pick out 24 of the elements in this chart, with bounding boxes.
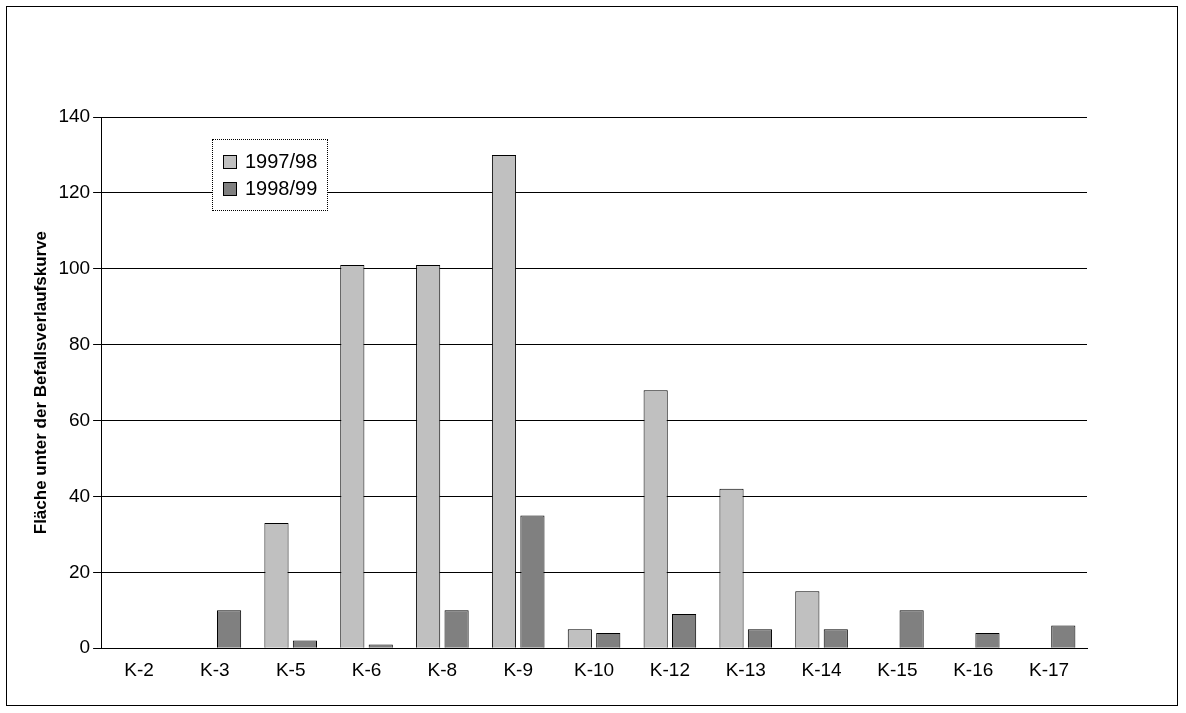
y-tick-label: 40 bbox=[68, 484, 91, 506]
x-tick-label: K-3 bbox=[200, 658, 230, 680]
x-tick-label: K-17 bbox=[1029, 658, 1070, 680]
y-tick-label: 80 bbox=[68, 332, 91, 354]
x-tick-label: K-13 bbox=[725, 658, 766, 680]
legend-label: 1998/99 bbox=[245, 177, 318, 200]
x-tick-label: K-10 bbox=[573, 658, 615, 680]
x-tick-label: K-6 bbox=[351, 658, 382, 680]
x-tick-label: K-14 bbox=[801, 658, 843, 680]
y-tick-label: 120 bbox=[58, 181, 91, 203]
y-axis-title: Fläche unter der Befallsverlaufskurve bbox=[30, 230, 50, 535]
y-tick-label: 0 bbox=[79, 636, 91, 658]
y-tick-label: 100 bbox=[58, 257, 91, 279]
y-tick-label: 60 bbox=[68, 408, 91, 430]
x-tick-label: K-12 bbox=[649, 658, 690, 680]
y-tick-label: 20 bbox=[68, 560, 91, 582]
x-tick-label: K-9 bbox=[503, 658, 533, 680]
x-tick-label: K-2 bbox=[124, 658, 154, 680]
y-tick-label: 140 bbox=[58, 105, 91, 127]
x-tick-label: K-16 bbox=[953, 658, 994, 680]
legend-label: 1997/98 bbox=[245, 150, 318, 173]
x-tick-label: K-15 bbox=[877, 658, 918, 680]
x-tick-label: K-8 bbox=[427, 658, 458, 680]
x-tick-label: K-5 bbox=[275, 658, 306, 680]
